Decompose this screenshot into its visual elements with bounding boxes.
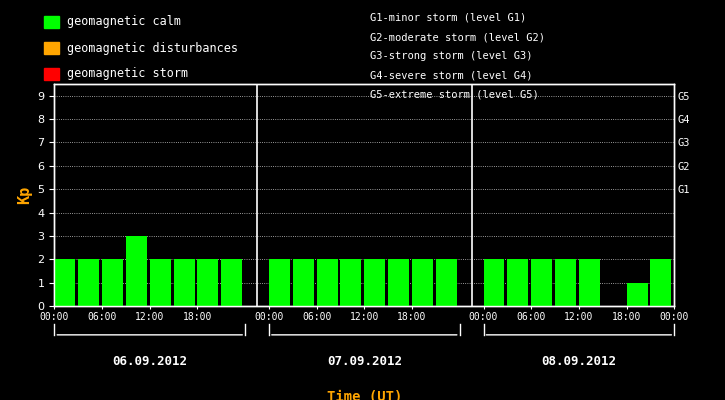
Bar bbox=[173, 259, 194, 306]
Text: 08.09.2012: 08.09.2012 bbox=[542, 355, 616, 368]
Bar bbox=[221, 259, 242, 306]
Text: G2-moderate storm (level G2): G2-moderate storm (level G2) bbox=[370, 32, 544, 42]
Bar bbox=[126, 236, 147, 306]
Text: Time (UT): Time (UT) bbox=[327, 390, 402, 400]
Bar bbox=[579, 259, 600, 306]
Text: G1-minor storm (level G1): G1-minor storm (level G1) bbox=[370, 13, 526, 23]
Text: 06.09.2012: 06.09.2012 bbox=[112, 355, 187, 368]
Bar bbox=[54, 259, 75, 306]
Bar bbox=[150, 259, 170, 306]
Bar bbox=[507, 259, 529, 306]
Bar bbox=[78, 259, 99, 306]
Bar bbox=[388, 259, 409, 306]
Bar bbox=[436, 259, 457, 306]
Text: geomagnetic storm: geomagnetic storm bbox=[67, 68, 188, 80]
Bar bbox=[269, 259, 290, 306]
Text: 07.09.2012: 07.09.2012 bbox=[327, 355, 402, 368]
Bar bbox=[197, 259, 218, 306]
Text: G5-extreme storm (level G5): G5-extreme storm (level G5) bbox=[370, 90, 539, 100]
Bar bbox=[626, 283, 647, 306]
Bar bbox=[531, 259, 552, 306]
Bar bbox=[555, 259, 576, 306]
Text: geomagnetic calm: geomagnetic calm bbox=[67, 16, 181, 28]
Text: G4-severe storm (level G4): G4-severe storm (level G4) bbox=[370, 70, 532, 81]
Bar bbox=[650, 259, 671, 306]
Bar bbox=[412, 259, 433, 306]
Text: G3-strong storm (level G3): G3-strong storm (level G3) bbox=[370, 51, 532, 61]
Bar bbox=[484, 259, 505, 306]
Bar bbox=[293, 259, 314, 306]
Bar bbox=[341, 259, 362, 306]
Text: geomagnetic disturbances: geomagnetic disturbances bbox=[67, 42, 238, 54]
Bar bbox=[317, 259, 338, 306]
Bar bbox=[365, 259, 385, 306]
Bar bbox=[102, 259, 123, 306]
Y-axis label: Kp: Kp bbox=[17, 186, 32, 204]
